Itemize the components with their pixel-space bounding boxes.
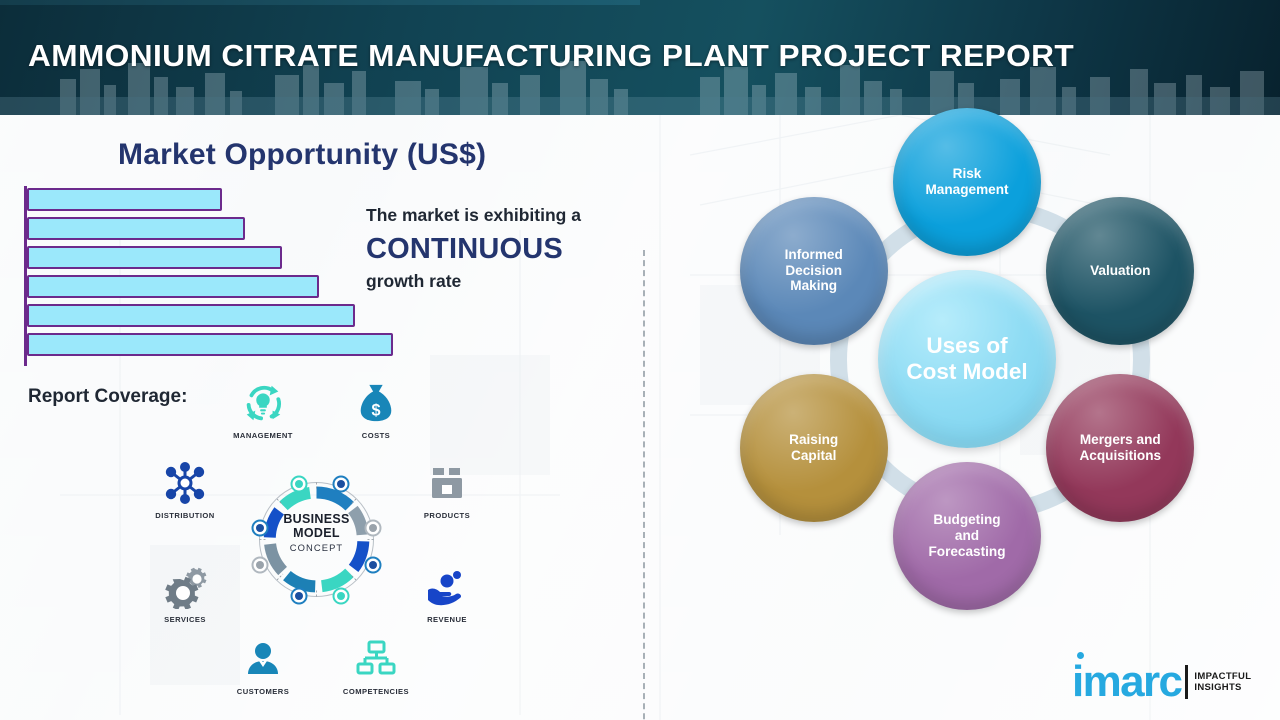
- tagline-line-2: INSIGHTS: [1194, 682, 1242, 693]
- imarc-dot-icon: [1077, 652, 1084, 659]
- tagline-line-1: IMPACTFUL: [1194, 670, 1252, 682]
- imarc-wordmark: imarc: [1072, 652, 1183, 706]
- raising-capital-line-2: Capital: [791, 447, 837, 463]
- chart-bar: [27, 217, 245, 240]
- mergers-acquisitions-line-2: Acquisitions: [1079, 447, 1162, 463]
- chart-y-axis: [24, 186, 27, 366]
- imarc-word-text: imarc: [1072, 657, 1183, 706]
- coverage-item-revenue[interactable]: REVENUE: [392, 562, 502, 624]
- coverage-label-products: PRODUCTS: [423, 511, 471, 520]
- org-chart-icon: [321, 634, 431, 684]
- business-model-donut-diagram: [251, 475, 382, 605]
- imarc-logo: imarc IMPACTFUL INSIGHTS: [1072, 652, 1251, 706]
- budgeting-forecasting-line-3: Forecasting: [928, 543, 1006, 559]
- node-mergers-acquisitions[interactable]: Mergers and Acquisitions: [1046, 373, 1195, 522]
- coverage-label-customers: CUSTOMERS: [236, 687, 290, 696]
- mergers-acquisitions-line-1: Mergers and: [1079, 431, 1161, 447]
- svg-text:$: $: [371, 401, 380, 419]
- hand-coin-icon: [392, 562, 502, 612]
- header-banner: AMMONIUM CITRATE MANUFACTURING PLANT PRO…: [0, 0, 1280, 115]
- pitch-line-2: CONTINUOUS: [366, 232, 563, 265]
- budgeting-forecasting-line-2: and: [954, 528, 980, 544]
- chart-bar: [27, 188, 222, 211]
- uses-of-cost-model-diagram: Uses of Cost Model Risk Management Valuati…: [640, 108, 1280, 720]
- node-budgeting-forecasting[interactable]: Budgeting and Forecasting: [893, 462, 1041, 610]
- coverage-label-costs: COSTS: [361, 431, 391, 440]
- coverage-item-services[interactable]: SERVICES: [130, 562, 240, 624]
- panel-divider: [643, 250, 645, 720]
- network-hub-icon: [130, 458, 240, 508]
- node-risk-management[interactable]: Risk Management: [893, 108, 1041, 256]
- package-box-icon: [392, 458, 502, 508]
- informed-decision-line-3: Making: [790, 278, 838, 294]
- coverage-label-distribution: DISTRIBUTION: [155, 511, 215, 520]
- coverage-item-costs[interactable]: $ COSTS: [321, 378, 431, 440]
- gears-icon: [130, 562, 240, 612]
- raising-capital-line-1: Raising: [789, 431, 839, 447]
- center-line-1: Uses of: [926, 332, 1008, 358]
- budgeting-forecasting-line-1: Budgeting: [933, 512, 1001, 528]
- imarc-tagline: IMPACTFUL INSIGHTS: [1194, 671, 1251, 693]
- pitch-line-3: growth rate: [366, 271, 462, 292]
- header-top-strip: [0, 0, 640, 5]
- chart-bar: [27, 333, 393, 356]
- coverage-item-customers[interactable]: CUSTOMERS: [208, 634, 318, 696]
- center-line-2: Cost Model: [906, 359, 1028, 384]
- money-bag-icon: $: [321, 378, 431, 428]
- coverage-label-services: SERVICES: [164, 615, 206, 624]
- coverage-item-products[interactable]: PRODUCTS: [392, 458, 502, 520]
- page-title: AMMONIUM CITRATE MANUFACTURING PLANT PRO…: [28, 38, 1075, 73]
- coverage-item-distribution[interactable]: DISTRIBUTION: [130, 458, 240, 520]
- coverage-label-revenue: REVENUE: [427, 615, 467, 624]
- node-valuation[interactable]: Valuation: [1046, 196, 1195, 345]
- chart-bar: [27, 304, 355, 327]
- coverage-item-competencies[interactable]: COMPETENCIES: [321, 634, 431, 696]
- person-icon: [208, 634, 318, 684]
- market-opportunity-bar-chart: [24, 186, 404, 366]
- market-opportunity-title: Market Opportunity (US$): [118, 138, 487, 171]
- risk-management-line-1: Risk: [952, 166, 982, 182]
- node-raising-capital[interactable]: Raising Capital: [739, 373, 888, 522]
- chart-bar: [27, 275, 319, 298]
- report-coverage-label: Report Coverage:: [28, 386, 188, 407]
- informed-decision-line-2: Decision: [785, 262, 843, 278]
- coverage-label-competencies: COMPETENCIES: [342, 687, 410, 696]
- risk-management-line-2: Management: [925, 182, 1009, 197]
- chart-bar: [27, 246, 282, 269]
- node-center-uses-of-cost-model[interactable]: Uses of Cost Model: [878, 270, 1056, 448]
- coverage-label-management: MANAGEMENT: [233, 431, 293, 440]
- node-informed-decision[interactable]: Informed Decision Making: [739, 196, 888, 345]
- pitch-line-1: The market is exhibiting a: [366, 205, 581, 225]
- valuation-line-1: Valuation: [1090, 262, 1151, 278]
- growth-pitch-text: The market is exhibiting a CONTINUOUS gr…: [366, 205, 642, 293]
- coverage-item-management[interactable]: MANAGEMENT: [208, 378, 318, 440]
- informed-decision-line-1: Informed: [784, 246, 843, 262]
- recycle-lightbulb-icon: [208, 378, 318, 428]
- logo-divider-bar: [1185, 665, 1189, 699]
